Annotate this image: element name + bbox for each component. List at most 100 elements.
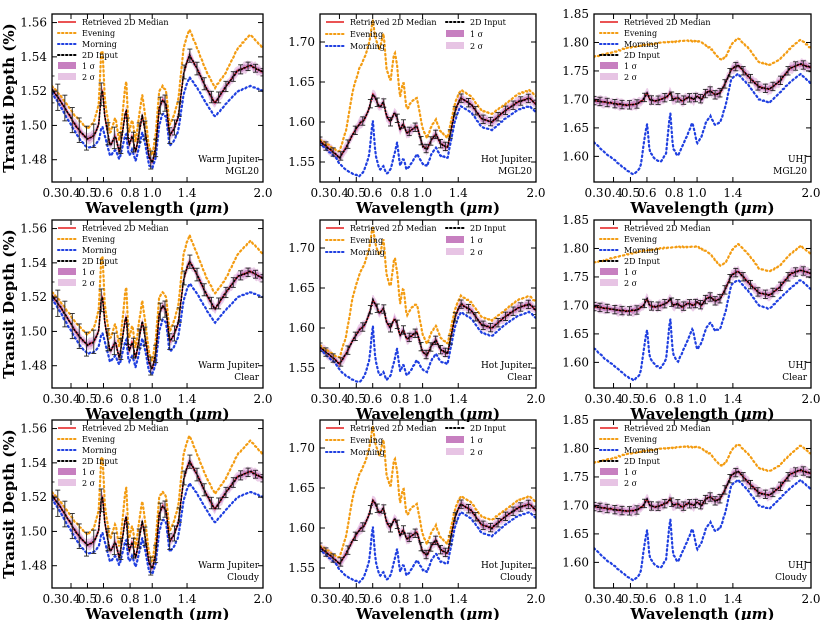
panel-warm-jupiter-mgl20: 0.3 0.40.50.6 0.8 1.0 1.4 2.0 1.48 1.50 1.52 1.54… [0, 13, 273, 217]
legend-swatch-sig2 [58, 279, 76, 286]
legend-label-sig1: 1 σ [82, 468, 96, 477]
y-tick-label: 1.65 [562, 527, 589, 541]
annotation-planet: Warm Jupiter [198, 155, 260, 165]
annotation-model: Clear [782, 373, 807, 383]
annotation-planet: UHJ [788, 361, 807, 371]
legend: Retrieved 2D Median Evening Morning 2D Inpu… [599, 424, 711, 488]
legend-label-evening: Evening [624, 235, 657, 244]
evening-series [320, 426, 536, 559]
legend-swatch-sig2 [446, 448, 464, 455]
y-tick-label: 1.60 [562, 355, 589, 369]
legend-swatch-sig2 [600, 73, 618, 80]
legend-swatch-sig2 [446, 42, 464, 49]
y-tick-label: 1.55 [288, 361, 315, 375]
x-tick-label: 0.3 [310, 392, 329, 406]
legend: Retrieved 2D Median Evening Morning 2D Inpu… [325, 224, 507, 257]
annotation-planet: UHJ [788, 561, 807, 571]
legend-label-sig1: 1 σ [470, 236, 484, 245]
axes-frame [51, 219, 264, 389]
y-tick-label: 1.48 [20, 359, 47, 373]
legend-label-median: Retrieved 2D Median [82, 18, 169, 27]
x-tick-label: 0.4 [61, 186, 80, 200]
evening-series [320, 20, 536, 153]
x-tick-label: 2.0 [253, 392, 272, 406]
legend-swatch-sig1 [600, 468, 618, 475]
x-tick-label: 1.4 [177, 592, 196, 606]
panel-uhj-mgl20: 0.3 0.40.50.6 0.8 1.0 1.4 2.0 1.60 1.65 1.70 1.75… [562, 7, 820, 217]
y-tick-label: 1.50 [20, 324, 47, 338]
legend-swatch-sig1 [600, 62, 618, 69]
panel-hot-jupiter-mgl20: 0.3 0.40.50.6 0.8 1.0 1.4 2.0 1.55 1.60 1.65 1.70… [288, 13, 546, 217]
legend: Retrieved 2D Median Evening Morning 2D Inpu… [599, 224, 711, 288]
legend-label-sig1: 1 σ [624, 62, 638, 71]
annotation-model: Cloudy [500, 573, 533, 583]
x-tick-label: 0.4 [330, 592, 349, 606]
legend-label-evening: Evening [82, 435, 115, 444]
legend-label-evening: Evening [350, 236, 383, 245]
y-tick-label: 1.65 [288, 281, 315, 295]
y-tick-label: 1.48 [20, 153, 47, 167]
x-axis-label: Wavelength (μm) [84, 199, 229, 217]
x-tick-label: 1.4 [723, 592, 742, 606]
x-tick-label: 2.0 [526, 392, 545, 406]
x-tick-label: 0.8 [121, 392, 140, 406]
panel-uhj-clear: 0.3 0.40.50.6 0.8 1.0 1.4 2.0 1.60 1.65 1.70 1.75… [562, 213, 820, 423]
y-tick-label: 1.60 [288, 115, 315, 129]
y-tick-label: 1.54 [20, 456, 47, 470]
plot-area [320, 426, 536, 584]
x-tick-label: 0.8 [390, 392, 409, 406]
legend-label-morning: Morning [624, 446, 659, 455]
morning-series [320, 510, 536, 584]
x-tick-label: 1.0 [413, 392, 432, 406]
plot-area [52, 433, 263, 576]
x-tick-label: 0.4 [604, 186, 623, 200]
x-tick-label: 0.8 [665, 392, 684, 406]
legend-label-input: 2D Input [82, 457, 119, 466]
plot-area [594, 37, 811, 176]
x-tick-label: 2.0 [253, 592, 272, 606]
evening-series [52, 433, 263, 564]
morning-series [320, 310, 536, 384]
legend-label-sig2: 2 σ [82, 279, 96, 288]
y-tick-label: 1.80 [562, 241, 589, 255]
legend: Retrieved 2D Median Evening Morning 2D Inpu… [57, 424, 169, 488]
annotation-planet: Hot Jupiter [481, 155, 533, 165]
annotation-planet: Warm Jupiter [198, 561, 260, 571]
x-tick-label: 0.3 [584, 592, 603, 606]
legend-label-morning: Morning [624, 246, 659, 255]
x-axis-label: Wavelength (μm) [355, 405, 500, 423]
legend-swatch-sig2 [58, 479, 76, 486]
x-tick-label: 2.0 [801, 186, 820, 200]
sigma2-band [320, 495, 536, 568]
annotation-model: Clear [234, 373, 259, 383]
legend-label-evening: Evening [82, 29, 115, 38]
x-tick-label: 0.5 [621, 186, 640, 200]
annotation-model: Cloudy [227, 573, 260, 583]
morning-series [594, 72, 811, 176]
y-tick-label: 1.65 [562, 327, 589, 341]
y-tick-label: 1.50 [20, 118, 47, 132]
legend-label-median: Retrieved 2D Median [350, 424, 437, 433]
legend-label-morning: Morning [350, 42, 385, 51]
sigma1-band [320, 92, 536, 160]
annotation-model: MGL20 [773, 167, 807, 177]
y-tick-label: 1.85 [562, 213, 589, 227]
x-tick-label: 0.5 [347, 392, 366, 406]
x-tick-label: 0.3 [42, 186, 61, 200]
x-tick-label: 0.6 [94, 392, 113, 406]
annotation-model: Cloudy [775, 573, 808, 583]
sigma1-band [320, 298, 536, 367]
input-series [320, 297, 536, 365]
x-tick-label: 1.4 [449, 592, 468, 606]
x-tick-label: 0.8 [390, 186, 409, 200]
plot-area [52, 231, 263, 376]
y-tick-label: 1.50 [20, 524, 47, 538]
axes-frame [319, 13, 537, 183]
y-tick-label: 1.56 [20, 16, 47, 30]
x-tick-label: 0.5 [78, 592, 97, 606]
panel-warm-jupiter-clear: 0.3 0.40.50.6 0.8 1.0 1.4 2.0 1.48 1.50 1.52 1.54… [0, 219, 273, 423]
y-tick-label: 1.65 [288, 481, 315, 495]
y-tick-label: 1.80 [562, 441, 589, 455]
evening-series [320, 227, 536, 360]
